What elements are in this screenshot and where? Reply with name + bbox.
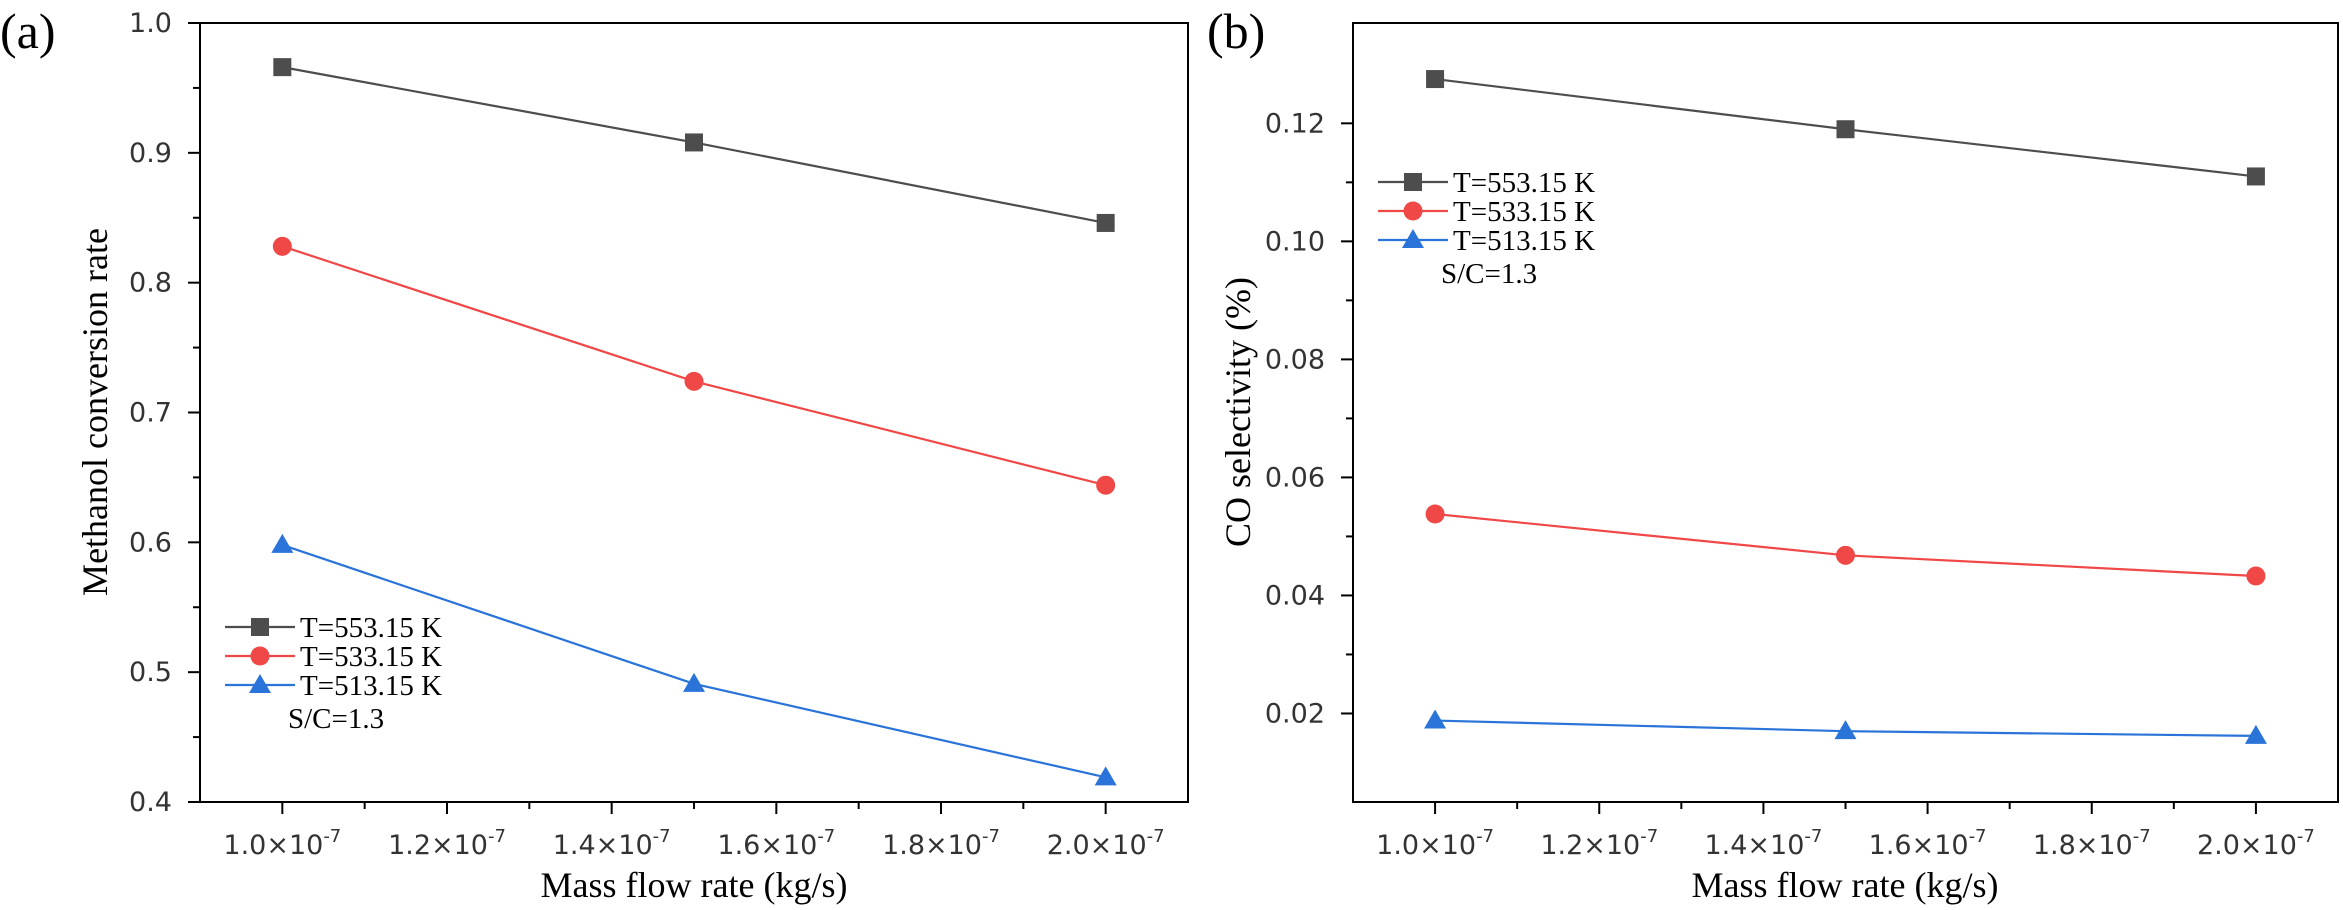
panel-a-legend-label-1: T=533.15 K bbox=[300, 641, 442, 673]
panel-b-data-point-circle bbox=[2246, 566, 2266, 586]
panel-a-y-tick-label: 0.5 bbox=[129, 657, 172, 688]
panel-b-data-point-square bbox=[1836, 120, 1855, 139]
panel-b-legend-label-2: T=513.15 K bbox=[1453, 225, 1595, 257]
panel-a-data-point-triangle bbox=[271, 533, 294, 553]
panel-b-x-tick-label: 1.0×10-7 bbox=[1376, 826, 1494, 861]
panel-a-y-tick-label: 0.9 bbox=[129, 138, 172, 169]
panel-b-y-tick-label: 0.04 bbox=[1265, 580, 1325, 611]
panel-a-x-tick-label: 1.4×10-7 bbox=[553, 826, 671, 861]
panel-a-legend-marker-circle bbox=[250, 646, 270, 666]
panel-a-data-point-triangle bbox=[1094, 766, 1117, 786]
panel-b-legend: T=553.15 KT=533.15 KT=513.15 KS/C=1.3 bbox=[1378, 167, 1595, 290]
panel-b-y-tick-label: 0.06 bbox=[1265, 462, 1325, 493]
panel-b-x-tick-label: 1.4×10-7 bbox=[1704, 826, 1822, 861]
panel-b-ticks: 1.0×10-7 1.2×10-7 1.4×10-7 1.6×10-7 1.8×10-7… bbox=[1265, 108, 2315, 861]
panel-a-legend-label-0: T=553.15 K bbox=[300, 612, 442, 644]
panel-a-data-point-triangle bbox=[683, 672, 705, 692]
panel-b-x-tick-label: 1.2×10-7 bbox=[1540, 826, 1658, 861]
panel-b-y-tick-label: 0.02 bbox=[1265, 698, 1325, 729]
panel-a-y-tick-label: 0.8 bbox=[129, 268, 172, 299]
panel-a-y-tick-label: 0.7 bbox=[129, 398, 172, 429]
panel-b-legend-marker-triangle bbox=[1402, 229, 1424, 248]
panel-a-label: (a) bbox=[0, 3, 56, 59]
panel-a-y-tick-label: 0.6 bbox=[129, 527, 172, 558]
panel-b-data-point-triangle bbox=[2244, 724, 2267, 744]
panel-a-legend: T=553.15 KT=533.15 KT=513.15 KS/C=1.3 bbox=[225, 612, 442, 735]
panel-a-data-point-circle bbox=[272, 236, 292, 256]
panel-a-legend-marker-square bbox=[251, 618, 269, 636]
panel-a-ticks: 1.0×10-7 1.2×10-7 1.4×10-7 1.6×10-7 1.8×10-7… bbox=[129, 8, 1165, 861]
panel-a-y-tick-label: 1.0 bbox=[129, 8, 172, 39]
panel-a-x-axis-title: Mass flow rate (kg/s) bbox=[541, 865, 848, 905]
panel-b-label: (b) bbox=[1207, 3, 1265, 59]
panel-a-y-tick-label: 0.4 bbox=[129, 787, 172, 818]
panel-b-x-tick-label: 1.6×10-7 bbox=[1869, 826, 1987, 861]
panel-a-series-line-1 bbox=[281, 245, 1106, 487]
panel-b-x-tick-label: 1.8×10-7 bbox=[2033, 826, 2151, 861]
panel-b-legend-label-1: T=533.15 K bbox=[1453, 196, 1595, 228]
panel-b-legend-marker-circle bbox=[1403, 201, 1423, 221]
panel-b-data-point-square bbox=[1426, 70, 1445, 89]
panel-a-x-tick-label: 1.8×10-7 bbox=[882, 826, 1000, 861]
panel-b: (b) 1.0×10-7 1.2×10-7 1.4×10-7 1.6×10-7 1.8×… bbox=[1207, 3, 2339, 905]
panel-a-series bbox=[271, 58, 1117, 786]
panel-a-x-tick-label: 1.6×10-7 bbox=[717, 826, 835, 861]
panel-a-x-tick-label: 2.0×10-7 bbox=[1047, 826, 1165, 861]
panel-a-data-point-circle bbox=[1096, 475, 1116, 495]
panel-b-x-axis-title: Mass flow rate (kg/s) bbox=[1692, 865, 1999, 905]
panel-a-legend-label-2: T=513.15 K bbox=[300, 670, 442, 702]
panel-b-legend-marker-square bbox=[1404, 173, 1422, 191]
panel-b-legend-note: S/C=1.3 bbox=[1441, 258, 1537, 290]
panel-b-data-point-circle bbox=[1836, 545, 1855, 565]
panel-b-y-tick-label: 0.08 bbox=[1265, 344, 1325, 375]
panel-b-y-tick-label: 0.12 bbox=[1265, 108, 1325, 139]
panel-b-series bbox=[1424, 70, 2267, 744]
panel-a-y-axis-title: Methanol conversion rate bbox=[75, 228, 115, 596]
panel-b-data-point-triangle bbox=[1424, 709, 1447, 729]
panel-a-legend-marker-triangle bbox=[249, 674, 271, 693]
panel-a: (a) 1.0×10-7 1.2×10-7 1.4×10-7 1.6×10-7 1.8×… bbox=[0, 3, 1189, 905]
panel-a-x-tick-label: 1.2×10-7 bbox=[388, 826, 506, 861]
panel-a-data-point-square bbox=[273, 58, 292, 77]
panel-a-data-point-square bbox=[1096, 213, 1115, 232]
panel-b-plot-frame bbox=[1352, 22, 2339, 803]
panel-b-data-point-square bbox=[2246, 167, 2265, 186]
panel-b-data-point-triangle bbox=[1834, 720, 1857, 740]
panel-b-x-tick-label: 2.0×10-7 bbox=[2197, 826, 2315, 861]
panel-b-y-axis-title: CO selectivity (%) bbox=[1218, 277, 1258, 547]
panel-a-data-point-circle bbox=[684, 371, 704, 391]
panel-a-data-point-square bbox=[685, 133, 703, 152]
panel-a-legend-note: S/C=1.3 bbox=[288, 703, 384, 735]
panel-b-legend-label-0: T=553.15 K bbox=[1453, 167, 1595, 199]
panel-a-x-tick-label: 1.0×10-7 bbox=[223, 826, 341, 861]
panel-b-data-point-circle bbox=[1425, 504, 1445, 524]
panel-b-y-tick-label: 0.10 bbox=[1265, 226, 1325, 257]
panel-b-series-line-1 bbox=[1434, 512, 2256, 578]
